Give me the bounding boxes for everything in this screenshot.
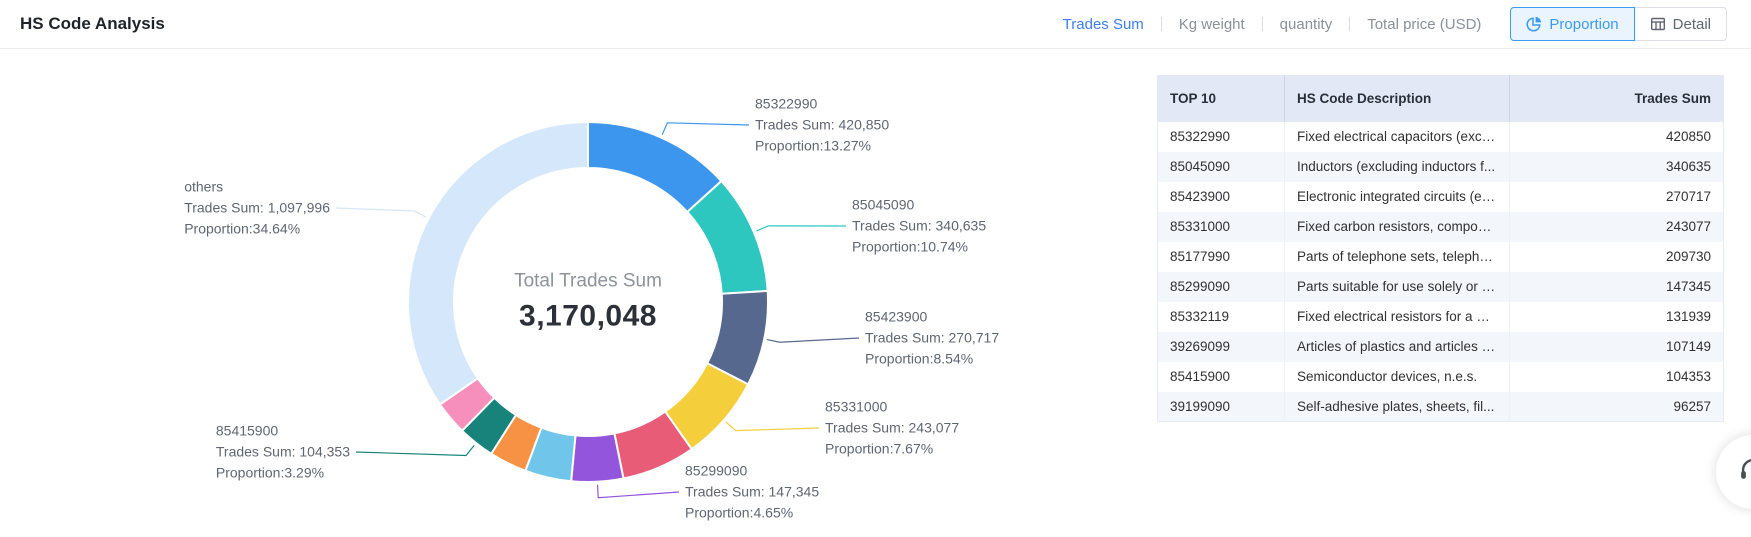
column-header-trades-sum: Trades Sum: [1509, 75, 1724, 122]
headset-icon: [1736, 453, 1751, 492]
table-row: 85322990 Fixed electrical capacitors (exc…: [1157, 121, 1724, 152]
column-header-description: HS Code Description: [1284, 75, 1510, 122]
cell-trades-sum: 107149: [1665, 339, 1711, 354]
pie-slice-85299090[interactable]: [570, 432, 625, 483]
leader-line-85415900: [355, 444, 475, 457]
cell-trades-sum: 209730: [1665, 249, 1711, 264]
cell-trades-sum: 243077: [1665, 219, 1711, 234]
top10-table: TOP 10 HS Code Description Trades Sum 85…: [1157, 75, 1724, 422]
cell-description: Self-adhesive plates, sheets, fil...: [1284, 391, 1510, 422]
table-row: 85423900 Electronic integrated circuits (…: [1157, 181, 1724, 212]
cell-description: Parts of telephone sets, telepho...: [1284, 241, 1510, 272]
page-title: HS Code Analysis: [20, 14, 165, 33]
cell-description: Electronic integrated circuits (ex...: [1284, 181, 1510, 212]
cell-code: 85177990: [1157, 241, 1285, 272]
pie-callout-85415900: 85415900 Trades Sum: 104,353 Proportion:3.…: [215, 422, 350, 481]
metric-tab-trades-sum[interactable]: Trades Sum: [1062, 15, 1144, 33]
cell-trades-sum: 420850: [1665, 129, 1711, 144]
cell-code: 85322990: [1157, 121, 1285, 152]
table-row: 85177990 Parts of telephone sets, telepho…: [1157, 241, 1724, 272]
table-row: 85415900 Semiconductor devices, n.e.s. 104…: [1157, 361, 1724, 392]
cell-code: 39199090: [1157, 391, 1285, 422]
metric-nav: Trades Sum Kg weight quantity Total pric…: [1063, 16, 1482, 33]
proportion-view-button[interactable]: Proportion: [1510, 7, 1635, 41]
metric-separator: [1349, 17, 1351, 31]
pie-callout-85045090: 85045090 Trades Sum: 340,635 Proportion:10…: [852, 196, 987, 255]
support-fab-button[interactable]: [1716, 435, 1751, 509]
pie-callout-85423900: 85423900 Trades Sum: 270,717 Proportion:8.…: [865, 308, 1000, 367]
cell-trades-sum: 270717: [1665, 189, 1711, 204]
pie-slice-others[interactable]: [407, 120, 589, 406]
donut-chart-canvas: [335, 120, 860, 499]
view-toggle-group: Proportion Detail: [1510, 7, 1727, 41]
pie-callout-85299090: 85299090 Trades Sum: 147,345 Proportion:4.…: [685, 462, 820, 521]
cell-code: 85423900: [1157, 181, 1285, 212]
cell-trades-sum: 131939: [1665, 309, 1711, 324]
metric-tab-quantity[interactable]: quantity: [1279, 15, 1333, 33]
cell-code: 39269099: [1157, 331, 1285, 362]
cell-code: 85331000: [1157, 211, 1285, 242]
leader-line-85299090: [596, 484, 680, 499]
cell-description: Fixed electrical capacitors (exclu...: [1284, 121, 1510, 152]
cell-description: Fixed carbon resistors, composit...: [1284, 211, 1510, 242]
table-row: 85332119 Fixed electrical resistors for a…: [1157, 301, 1724, 332]
pie-callout-85331000: 85331000 Trades Sum: 243,077 Proportion:7.…: [825, 398, 960, 457]
cell-description: Fixed electrical resistors for a po...: [1284, 301, 1510, 332]
detail-view-button[interactable]: Detail: [1633, 7, 1727, 41]
pie-callout-85322990: 85322990 Trades Sum: 420,850 Proportion:13…: [755, 95, 890, 154]
cell-description: Articles of plastics and articles o...: [1284, 331, 1510, 362]
donut-chart: Total Trades Sum 3,170,048 85322990 Trade…: [0, 49, 1040, 537]
column-header-top10: TOP 10: [1157, 75, 1285, 122]
metric-tab-kg-weight[interactable]: Kg weight: [1178, 15, 1245, 33]
table-row: 85299090 Parts suitable for use solely or…: [1157, 271, 1724, 302]
cell-code: 85415900: [1157, 361, 1285, 392]
leader-line-85423900: [766, 337, 860, 343]
leader-line-others: [335, 207, 427, 218]
cell-code: 85299090: [1157, 271, 1285, 302]
cell-description: Inductors (excluding inductors f...: [1284, 151, 1510, 182]
pie-chart-icon: [1526, 16, 1542, 32]
table-row: 85045090 Inductors (excluding inductors f…: [1157, 151, 1724, 182]
cell-code: 85332119: [1157, 301, 1285, 332]
leader-line-85045090: [756, 225, 847, 232]
table-row: 39199090 Self-adhesive plates, sheets, fi…: [1157, 391, 1724, 422]
cell-code: 85045090: [1157, 151, 1285, 182]
leader-line-85331000: [725, 421, 820, 432]
table-row: 39269099 Articles of plastics and article…: [1157, 331, 1724, 362]
cell-trades-sum: 340635: [1665, 159, 1711, 174]
cell-description: Semiconductor devices, n.e.s.: [1284, 361, 1510, 392]
table-row: 85331000 Fixed carbon resistors, composit…: [1157, 211, 1724, 242]
cell-trades-sum: 96257: [1673, 398, 1711, 414]
table-header: TOP 10 HS Code Description Trades Sum: [1157, 75, 1724, 122]
metric-tab-total-price[interactable]: Total price (USD): [1367, 15, 1482, 33]
header-bar: HS Code Analysis Trades Sum Kg weight qu…: [0, 0, 1751, 49]
cell-description: Parts suitable for use solely or p...: [1284, 271, 1510, 302]
table-icon: [1650, 16, 1666, 32]
leader-line-85322990: [661, 122, 750, 135]
metric-separator: [1160, 17, 1162, 31]
metric-separator: [1261, 17, 1263, 31]
cell-trades-sum: 104353: [1665, 369, 1711, 384]
donut-center-label: Total Trades Sum 3,170,048: [514, 270, 662, 333]
cell-trades-sum: 147345: [1665, 279, 1711, 294]
total-trades-sum-value: 3,170,048: [519, 299, 657, 333]
pie-callout-others: others Trades Sum: 1,097,996 Proportion:34…: [184, 178, 330, 237]
